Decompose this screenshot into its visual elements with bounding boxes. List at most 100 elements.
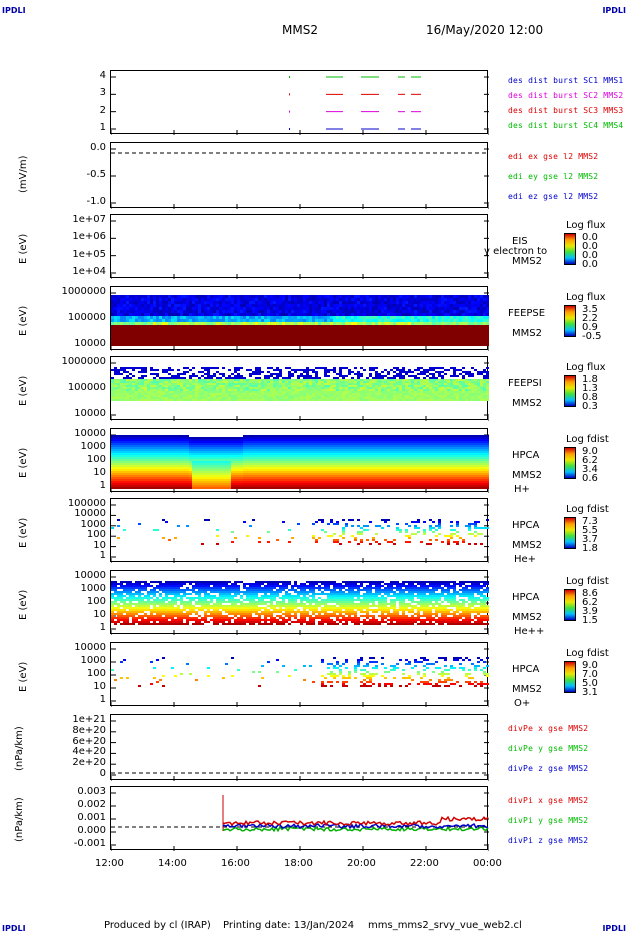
spectrogram-cell — [150, 379, 153, 381]
spectrogram-cell — [420, 379, 423, 381]
spectrogram-cell — [258, 322, 261, 325]
spectrogram-cell — [180, 465, 183, 467]
spectrogram-cell — [153, 307, 156, 310]
spectrogram-cell — [171, 443, 174, 445]
spectrogram-cell — [372, 310, 375, 313]
spectrogram-cell — [399, 343, 402, 346]
spectrogram-cell — [381, 395, 384, 397]
spectrogram-cell — [117, 457, 120, 459]
spectrogram-cell — [132, 397, 135, 399]
spectrogram-cell — [435, 328, 438, 331]
spectrogram-cell — [219, 310, 222, 313]
spectrogram-cell — [372, 340, 375, 343]
spectrogram-cell — [312, 369, 315, 371]
spectrogram-cell — [225, 304, 228, 307]
spectrogram-cell — [336, 377, 339, 379]
spectrogram-cell — [462, 391, 465, 393]
spectrogram-cell — [381, 307, 384, 310]
spectrogram-cell — [405, 395, 408, 397]
spectrogram-cell — [426, 331, 429, 334]
spectrogram-cell — [357, 313, 360, 316]
spectrogram-cell — [201, 473, 204, 475]
spectrogram-cell — [186, 340, 189, 343]
spectrogram-cell — [255, 397, 258, 399]
spectrogram-cell — [198, 337, 201, 340]
spectrogram-cell — [192, 322, 195, 325]
spectrogram-cell — [402, 319, 405, 322]
spectrogram-cell — [240, 343, 243, 346]
spectrogram-cell — [201, 463, 204, 465]
spectrogram-cell — [141, 334, 144, 337]
spectrogram-cell — [192, 485, 195, 487]
spectrogram-cell — [252, 319, 255, 322]
spectrogram-cell — [240, 367, 243, 369]
spectrogram-cell — [276, 391, 279, 393]
spectrogram-cell — [180, 391, 183, 393]
spectrogram-cell — [120, 463, 123, 465]
spectrogram-cell — [222, 373, 225, 375]
spectrogram-cell — [111, 483, 114, 485]
spectrogram-cell — [135, 331, 138, 334]
spectrogram-cell — [378, 304, 381, 307]
spectrogram-cell — [117, 389, 120, 391]
spectrogram-cell — [150, 459, 153, 461]
spectrogram-cell — [234, 387, 237, 389]
spectrogram-cell — [126, 435, 129, 437]
spectrogram-cell — [168, 461, 171, 463]
spectrogram-cell — [207, 463, 210, 465]
spectrogram-cell — [285, 313, 288, 316]
spectrogram-cell — [153, 475, 156, 477]
spectrogram-cell — [309, 319, 312, 322]
spectrogram-cell — [117, 445, 120, 447]
spectrogram-cell — [135, 467, 138, 469]
y-axis-label: E (eV) — [18, 375, 29, 406]
spectrogram-cell — [126, 463, 129, 465]
spectrogram-cell — [204, 479, 207, 481]
spectrogram-cell — [267, 295, 270, 298]
spectrogram-cell — [141, 298, 144, 301]
spectrogram-cell — [390, 304, 393, 307]
spectrogram-cell — [375, 389, 378, 391]
spectrogram-cell — [198, 479, 201, 481]
spectrogram-cell — [447, 340, 450, 343]
spectrogram-cell — [462, 328, 465, 331]
spectrogram-cell — [111, 393, 114, 395]
spectrogram-cell — [381, 331, 384, 334]
spectrogram-cell — [333, 379, 336, 381]
spectrogram-cell — [189, 459, 192, 461]
spectrogram-cell — [417, 328, 420, 331]
spectrogram-cell — [237, 343, 240, 346]
spectrogram-cell — [297, 313, 300, 316]
spectrogram-cell — [309, 387, 312, 389]
spectrogram-cell — [294, 393, 297, 395]
spectrogram-cell — [150, 451, 153, 453]
spectrogram-cell — [306, 397, 309, 399]
spectrogram-cell — [144, 473, 147, 475]
spectrogram-cell — [483, 325, 486, 328]
spectrogram-cell — [348, 331, 351, 334]
spectrogram-cell — [333, 381, 336, 383]
spectrogram-cell — [288, 387, 291, 389]
spectrogram-cell — [390, 322, 393, 325]
spectrogram-cell — [204, 325, 207, 328]
spectrogram-cell — [246, 328, 249, 331]
spectrogram-cell — [228, 381, 231, 383]
spectrogram-cell — [300, 325, 303, 328]
spectrogram-cell — [474, 322, 477, 325]
spectrogram-cell — [426, 383, 429, 385]
spectrogram-cell — [252, 301, 255, 304]
spectrogram-cell — [414, 395, 417, 397]
spectrogram-cell — [258, 385, 261, 387]
spectrogram-cell — [144, 485, 147, 487]
spectrogram-cell — [207, 461, 210, 463]
spectrogram-cell — [195, 473, 198, 475]
spectrogram-cell — [153, 301, 156, 304]
spectrogram-cell — [276, 328, 279, 331]
spectrogram-cell — [447, 343, 450, 346]
spectrogram-cell — [180, 479, 183, 481]
spectrogram-cell — [162, 457, 165, 459]
spectrogram-cell — [465, 313, 468, 316]
spectrogram-cell — [297, 375, 300, 377]
spectrogram-cell — [159, 475, 162, 477]
spectrogram-cell — [420, 397, 423, 399]
